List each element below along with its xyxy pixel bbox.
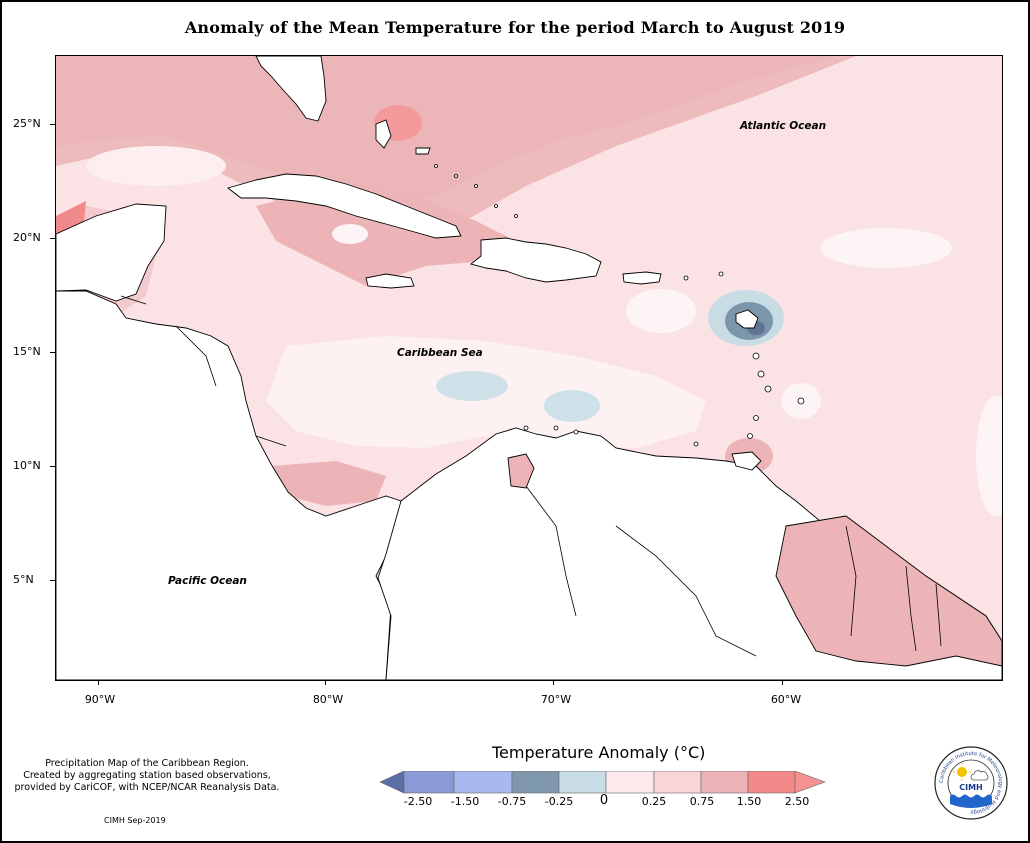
label-pacific-ocean: Pacific Ocean (168, 575, 247, 587)
pale-area-east (976, 396, 1002, 516)
legend-swatch (605, 771, 655, 794)
legend-swatch (453, 771, 513, 794)
land-hispaniola (470, 237, 602, 283)
pale-area-jamaica (332, 224, 368, 244)
land-cuba (227, 173, 462, 239)
legend-label: 2.50 (784, 795, 810, 808)
lon-label: 70°W (540, 693, 572, 706)
borders-guianas (845, 525, 942, 652)
legend-label: -0.75 (497, 795, 527, 808)
warm-north-core (56, 56, 836, 206)
credit-text: CIMH Sep-2019 (104, 816, 166, 825)
lon-label: 60°W (770, 693, 802, 706)
lon-label: 90°W (84, 693, 116, 706)
lon-tick (98, 680, 99, 685)
legend-swatch (558, 771, 607, 794)
warm-panama (271, 461, 386, 506)
legend-title: Temperature Anomaly (°C) (492, 743, 706, 762)
notes-line: Precipitation Map of the Caribbean Regio… (45, 758, 249, 769)
legend-swatch (700, 771, 749, 794)
lat-label: 10°N (13, 459, 41, 472)
legend-swatch (653, 771, 702, 794)
legend-label: -1.50 (450, 795, 480, 808)
legend-swatch (403, 771, 455, 794)
map-notes: Precipitation Map of the Caribbean Regio… (8, 758, 286, 794)
cimh-logo: Caribbean Institute for Meteorology and … (934, 746, 1008, 820)
notes-line: provided by CariCOF, with NCEP/NCAR Rean… (14, 782, 280, 793)
land-puerto-rico (622, 271, 662, 285)
label-atlantic-ocean: Atlantic Ocean (740, 120, 827, 132)
legend-colorbar (380, 771, 826, 794)
legend-swatch (747, 771, 796, 794)
lon-tick (782, 680, 783, 685)
land-borders (120, 295, 757, 657)
map-title: Anomaly of the Mean Temperature for the … (184, 18, 846, 37)
legend-swatch (511, 771, 560, 794)
cloud-icon (970, 770, 989, 781)
lon-tick (553, 680, 554, 685)
lat-tick (50, 352, 55, 353)
water-icon (950, 794, 992, 808)
land-bahamas-island (415, 147, 431, 155)
land-jamaica (365, 273, 415, 289)
land-florida (255, 56, 327, 122)
sun-rays-icon (953, 763, 971, 781)
map-area (55, 55, 1003, 681)
legend-label: 0 (599, 793, 609, 808)
anomaly-map (56, 56, 1002, 680)
lat-label: 5°N (13, 573, 34, 586)
land-trinidad (731, 451, 762, 471)
notes-line: Created by aggregating station based obs… (23, 770, 271, 781)
lat-tick (50, 124, 55, 125)
legend-label: 0.25 (641, 795, 667, 808)
legend-label: -0.25 (544, 795, 574, 808)
warm-maracaibo (507, 453, 535, 489)
pale-area-atlantic (820, 228, 952, 268)
cool-spot-east (544, 390, 600, 422)
lat-tick (50, 238, 55, 239)
legend-arrow-low (380, 771, 405, 794)
pale-area-virgin-islands (626, 289, 696, 333)
pale-area-gulf (86, 146, 226, 186)
label-caribbean-sea: Caribbean Sea (397, 347, 483, 359)
legend-label: 1.50 (736, 795, 762, 808)
logo-text: CIMH (959, 783, 983, 792)
legend-label: 0.75 (689, 795, 715, 808)
legend-label: -2.50 (403, 795, 433, 808)
lat-tick (50, 466, 55, 467)
land-central-america (56, 290, 402, 680)
lat-label: 20°N (13, 231, 41, 244)
land-bahamas-andros (375, 119, 392, 149)
lon-tick (325, 680, 326, 685)
warm-cuba-area (256, 186, 516, 286)
lat-label: 25°N (13, 117, 41, 130)
land-yucatan (56, 203, 167, 302)
warm-guianas (775, 515, 1002, 667)
legend-arrow-high (794, 771, 826, 794)
sun-icon (957, 767, 967, 777)
lon-label: 80°W (312, 693, 344, 706)
lesser-antilles (434, 164, 805, 447)
land-guadeloupe (735, 309, 759, 329)
lat-tick (50, 580, 55, 581)
lat-label: 15°N (13, 345, 41, 358)
cool-spot-west (436, 371, 508, 401)
